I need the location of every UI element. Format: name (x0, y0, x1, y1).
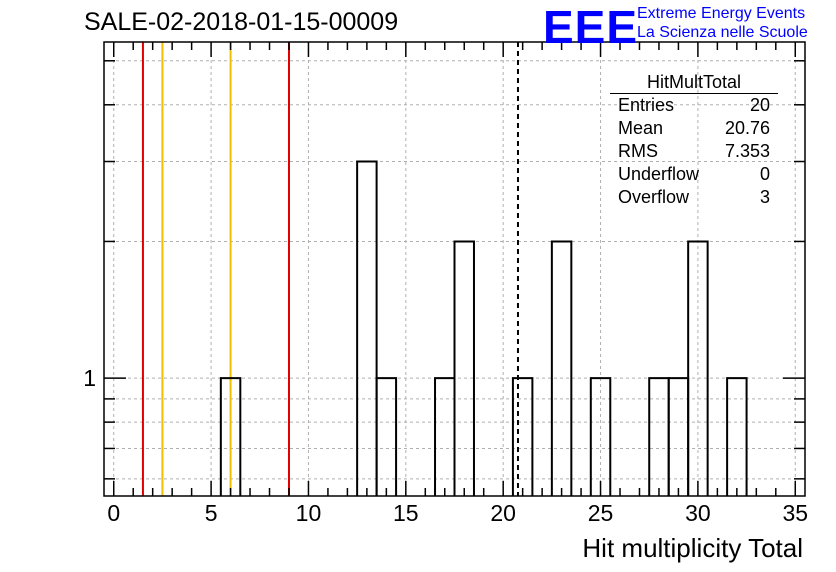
histogram-bin (687, 240, 709, 496)
stats-value: 7.353 (724, 141, 770, 161)
plot-frame (103, 41, 806, 497)
x-tick-label: 5 (205, 500, 218, 526)
histogram-bin (375, 377, 398, 496)
stats-row: RMS 7.353 (610, 140, 778, 163)
stats-row: Entries 20 (610, 94, 778, 117)
logo-line-2: La Scienza nelle Scuole (637, 24, 808, 41)
stats-value: 0 (759, 164, 770, 184)
histogram-bin (219, 377, 242, 496)
x-tick-label: 0 (107, 500, 120, 526)
logo-line-1: Extreme Energy Events (637, 5, 806, 22)
stats-label: Underflow (618, 164, 700, 184)
histogram-bin (453, 240, 475, 496)
stats-label: Mean (618, 118, 664, 138)
x-tick-label: 35 (782, 500, 808, 526)
stats-value: 20 (749, 95, 770, 115)
x-tick-label: 30 (685, 500, 711, 526)
stats-row: Overflow 3 (610, 186, 778, 209)
x-tick-label: 10 (296, 500, 322, 526)
histogram-bin (511, 377, 534, 496)
stats-value: 20.76 (724, 118, 770, 138)
reference-lines (141, 42, 519, 496)
stats-label: RMS (618, 141, 658, 161)
histogram-bin (434, 377, 456, 496)
stats-label: Entries (618, 95, 675, 115)
histogram-bin (667, 377, 690, 496)
stats-value: 3 (759, 187, 770, 207)
x-tick-label: 25 (588, 500, 614, 526)
tick-labels: 0 5 10 15 20 25 30 35 1 (83, 365, 808, 526)
histogram-bin (726, 377, 748, 496)
histogram-outline (219, 160, 748, 496)
histogram-bin (648, 377, 670, 496)
y-tick-label: 1 (83, 365, 96, 391)
stats-row: Underflow 0 (610, 163, 778, 186)
histogram-bin (589, 377, 612, 496)
x-tick-label: 15 (393, 500, 419, 526)
axis-ticks (104, 42, 805, 496)
eee-logo-text: Extreme Energy Events La Scienza nelle S… (637, 4, 808, 42)
stats-label: Overflow (618, 187, 690, 207)
eee-logo-mark: EEE (543, 1, 639, 53)
stats-title: HitMultTotal (610, 72, 778, 94)
stats-box: HitMultTotal Entries 20 Mean 20.76 RMS 7… (610, 72, 778, 209)
stats-row: Mean 20.76 (610, 117, 778, 140)
histogram-bin (356, 160, 378, 496)
x-tick-label: 20 (490, 500, 516, 526)
run-title: SALE-02-2018-01-15-00009 (84, 8, 399, 36)
histogram-bin (550, 240, 573, 496)
x-axis-label: Hit multiplicity Total (582, 533, 803, 563)
